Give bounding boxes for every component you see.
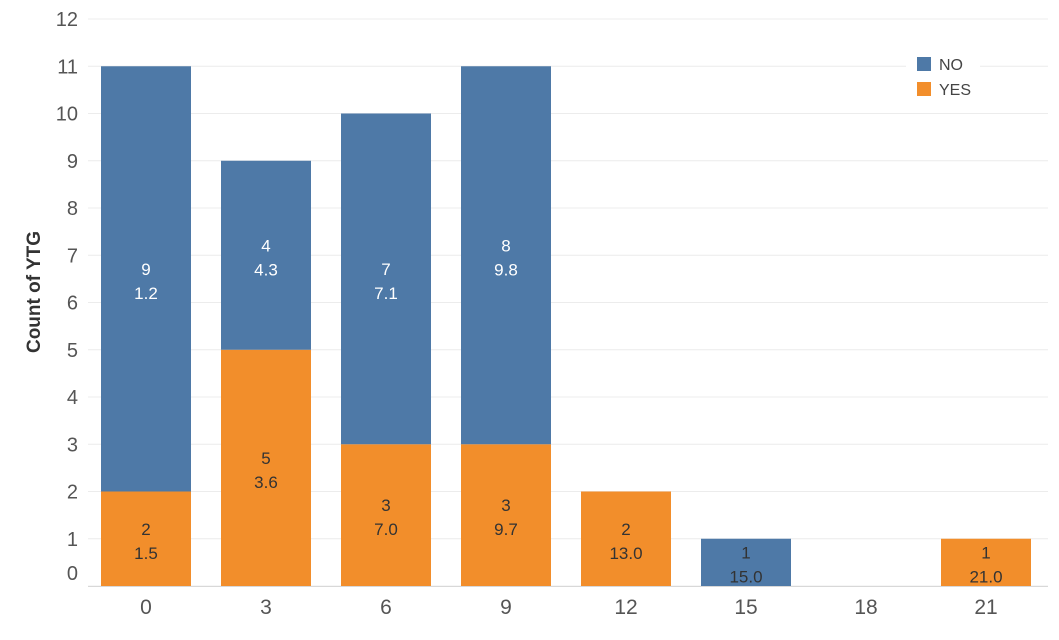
bar-no-count-label: 8 <box>501 236 510 255</box>
bar-yes-0 <box>101 491 191 586</box>
bar-yes-12 <box>581 491 671 586</box>
x-tick-label: 9 <box>500 596 512 619</box>
legend: NO YES <box>906 50 980 104</box>
y-tick-label: 12 <box>56 9 78 31</box>
x-tick-label: 0 <box>140 596 152 619</box>
y-tick-label: 10 <box>56 104 78 126</box>
x-tick-label: 6 <box>380 596 392 619</box>
bar-no-value-label: 1.2 <box>134 284 158 303</box>
y-tick-label: 4 <box>67 387 78 409</box>
bar-yes-count-label: 3 <box>381 496 390 515</box>
y-tick-label: 3 <box>67 434 78 456</box>
x-tick-label: 15 <box>734 596 757 619</box>
legend-label-no: NO <box>939 57 963 74</box>
x-tick-label: 3 <box>260 596 272 619</box>
bar-yes-count-label: 5 <box>261 449 270 468</box>
legend-swatch-yes <box>917 82 931 96</box>
bar-yes-value-label: 1.5 <box>134 544 158 563</box>
bar-yes-value-label: 3.6 <box>254 473 278 492</box>
bar-no-value-label: 7.1 <box>374 284 398 303</box>
y-tick-label: 11 <box>57 56 78 78</box>
bar-yes-3 <box>221 349 311 586</box>
bar-no-value-label: 4.3 <box>254 260 278 279</box>
bar-no-0 <box>101 66 191 492</box>
y-tick-label: 2 <box>67 482 78 504</box>
bar-yes-6 <box>341 444 431 586</box>
bar-yes-count-label: 2 <box>141 520 150 539</box>
bar-no-15 <box>701 538 791 586</box>
bar-yes-value-label: 7.0 <box>374 520 398 539</box>
bar-no-count-label: 1 <box>741 543 750 562</box>
legend-swatch-no <box>917 57 931 71</box>
bar-no-value-label: 15.0 <box>729 567 762 586</box>
bar-yes-count-label: 3 <box>501 496 510 515</box>
legend-label-yes: YES <box>939 82 971 99</box>
x-axis-ticks: 0 3 6 9 12 15 18 21 <box>140 596 998 619</box>
bar-no-count-label: 7 <box>381 260 390 279</box>
y-tick-label: 9 <box>67 151 78 173</box>
y-tick-label: 8 <box>67 198 78 220</box>
bar-yes-count-label: 1 <box>981 543 990 562</box>
bar-yes-count-label: 2 <box>621 520 630 539</box>
bar-no-9 <box>461 66 551 445</box>
bar-no-3 <box>221 160 311 350</box>
bar-yes-value-label: 13.0 <box>609 544 642 563</box>
bar-yes-21 <box>941 538 1031 586</box>
x-tick-label: 21 <box>974 596 997 619</box>
bar-yes-value-label: 9.7 <box>494 520 518 539</box>
bar-no-6 <box>341 113 431 445</box>
y-tick-label: 1 <box>67 529 78 551</box>
bar-no-count-label: 9 <box>141 260 150 279</box>
y-axis-label: Count of YTG <box>24 231 45 353</box>
y-tick-label: 6 <box>67 293 78 315</box>
bar-yes-9 <box>461 444 551 586</box>
data-labels: 2 1.5 9 1.2 5 3.6 4 4.3 3 7.0 7 7.1 3 9.7 8 9.8 2 13.0 1 15… <box>134 236 1002 586</box>
y-tick-label: 0 <box>67 563 78 585</box>
bar-no-count-label: 4 <box>261 236 270 255</box>
bars <box>101 66 1031 586</box>
y-tick-label: 5 <box>67 340 78 362</box>
y-tick-label: 7 <box>67 245 78 267</box>
bar-no-value-label: 9.8 <box>494 260 518 279</box>
x-tick-label: 18 <box>854 596 877 619</box>
x-tick-label: 12 <box>614 596 637 619</box>
bar-yes-value-label: 21.0 <box>969 567 1002 586</box>
